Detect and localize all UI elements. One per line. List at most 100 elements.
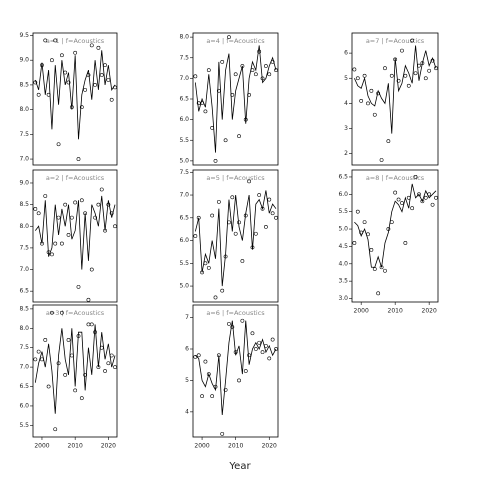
point [106, 361, 111, 366]
point [264, 224, 268, 229]
point [99, 345, 104, 350]
y-tick-label: 7.0 [19, 364, 29, 371]
point [40, 357, 44, 362]
point [96, 45, 101, 50]
y-tick-label: 5.0 [179, 157, 189, 164]
point [264, 343, 268, 348]
point [99, 73, 104, 77]
point [430, 202, 435, 207]
y-tick-label: 4 [344, 100, 348, 107]
point [203, 261, 208, 266]
x-tick-label: 2020 [101, 443, 116, 450]
point [274, 347, 278, 351]
y-tick-label: 6.0 [179, 116, 189, 123]
point [270, 211, 275, 216]
panel-title: a=8 | f=Acoustics [366, 174, 425, 182]
point [106, 202, 111, 207]
y-tick-label: 9.5 [19, 32, 29, 39]
point [274, 68, 278, 73]
point [400, 48, 404, 53]
point [400, 201, 404, 205]
point [206, 68, 211, 73]
y-tick-label: 7.0 [19, 266, 29, 273]
point [93, 215, 97, 220]
y-tick-label: 8.5 [19, 201, 29, 208]
point [257, 340, 262, 345]
point [79, 396, 84, 401]
point [379, 158, 384, 162]
point [427, 192, 432, 197]
x-tick-label: 2000 [34, 443, 49, 450]
point [196, 353, 201, 358]
point [393, 57, 398, 62]
point [243, 369, 248, 373]
y-tick-label: 5.5 [338, 208, 348, 215]
point [227, 321, 231, 326]
point [260, 206, 265, 211]
point [59, 310, 64, 315]
point [113, 365, 117, 370]
point [220, 59, 225, 64]
point [213, 295, 218, 300]
point [406, 195, 411, 200]
point [193, 74, 198, 79]
point [63, 202, 68, 207]
point [270, 59, 275, 64]
point [237, 378, 241, 383]
y-tick-label: 6.5 [179, 214, 189, 221]
point [403, 73, 408, 78]
point [237, 134, 241, 139]
point [250, 68, 255, 73]
point [413, 175, 418, 179]
point [73, 200, 78, 205]
point [83, 87, 88, 92]
point [200, 270, 204, 275]
point [247, 92, 252, 97]
point [264, 64, 268, 68]
y-tick-label: 8.5 [19, 305, 29, 312]
x-axis-label: Year [228, 461, 251, 472]
point [93, 83, 97, 87]
point [253, 231, 258, 236]
point [103, 63, 107, 68]
y-tick-label: 8.0 [19, 106, 29, 113]
point [89, 322, 94, 327]
point [393, 190, 398, 195]
y-tick-label: 5.5 [19, 422, 29, 429]
point [56, 361, 61, 366]
point [216, 353, 221, 358]
point [403, 241, 408, 245]
point [196, 215, 201, 220]
y-tick-label: 5 [344, 75, 348, 82]
point [366, 101, 370, 106]
point [40, 63, 44, 68]
point [66, 338, 71, 342]
y-tick-label: 5.0 [338, 226, 348, 233]
y-tick-label: 7.5 [19, 131, 29, 138]
line [195, 320, 277, 416]
point [46, 384, 51, 389]
y-tick-label: 4.5 [338, 243, 348, 250]
x-tick-label: 2010 [68, 443, 83, 450]
y-tick-label: 5 [185, 377, 189, 384]
point [383, 268, 387, 273]
point [257, 49, 262, 54]
point [423, 76, 428, 81]
point [59, 241, 64, 246]
point [240, 64, 245, 68]
point [89, 43, 94, 48]
point [362, 73, 367, 78]
point [376, 91, 381, 96]
point [410, 206, 415, 211]
point [89, 267, 94, 272]
point [386, 227, 391, 231]
point [69, 105, 74, 110]
line [34, 50, 116, 140]
point [362, 220, 367, 225]
y-tick-label: 6.5 [338, 173, 348, 180]
y-tick-label: 6.0 [179, 237, 189, 244]
point [99, 187, 104, 192]
point [247, 179, 252, 184]
panel-frame [32, 169, 118, 303]
